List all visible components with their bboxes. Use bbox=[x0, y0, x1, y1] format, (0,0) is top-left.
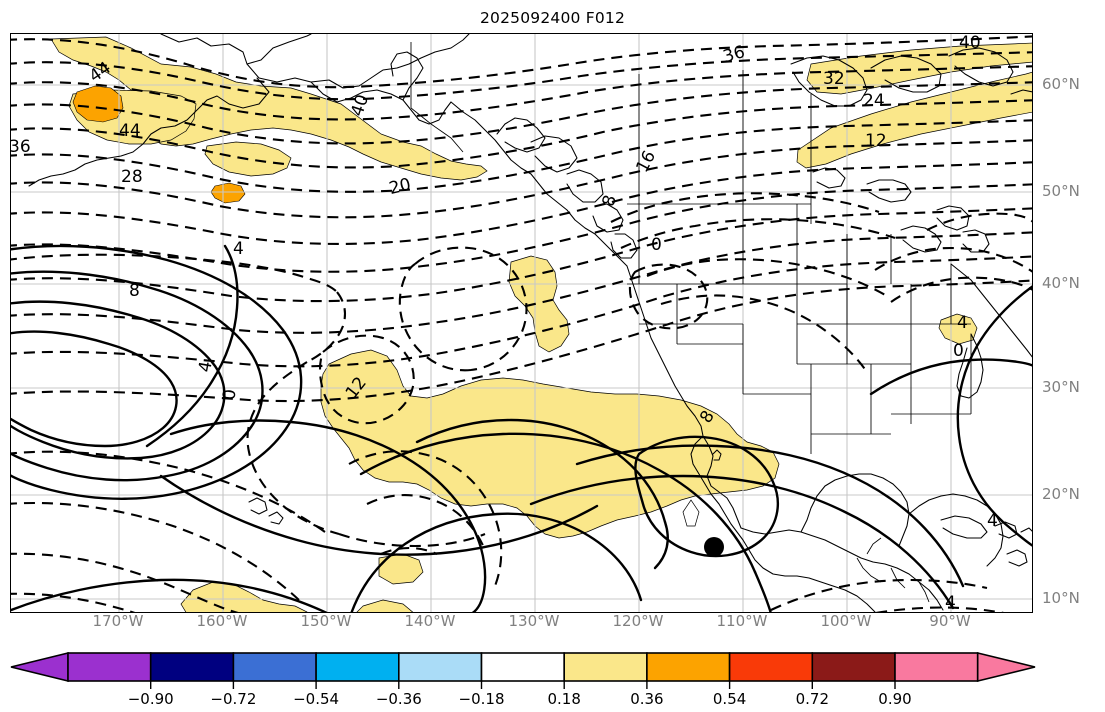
contour-label: 20 bbox=[387, 175, 413, 199]
colorbar-tick-label: −0.18 bbox=[458, 690, 505, 708]
contour-label: 8 bbox=[599, 193, 621, 209]
contour-label: 28 bbox=[121, 167, 143, 187]
colorbar[interactable]: −0.90 −0.72 −0.54 −0.36 −0.18 0.18 0.36 … bbox=[0, 645, 1105, 712]
svg-text:4: 4 bbox=[957, 313, 968, 333]
contour-label: 4 bbox=[987, 511, 998, 531]
colorbar-segment bbox=[563, 652, 648, 682]
colorbar-tick-label: 0.90 bbox=[878, 690, 912, 708]
lon-tick-label: 150°W bbox=[300, 612, 352, 630]
political-boundary-group bbox=[410, 42, 972, 603]
lon-tick-label: 140°W bbox=[404, 612, 456, 630]
lon-tick-label: 100°W bbox=[820, 612, 872, 630]
svg-text:28: 28 bbox=[121, 167, 143, 187]
contour-label: 12 bbox=[865, 131, 887, 151]
colorbar-over-extension bbox=[976, 651, 1036, 683]
colorbar-tick-label: 0.36 bbox=[630, 690, 664, 708]
lat-tick-label: 10°N bbox=[1042, 589, 1080, 607]
colorbar-segment bbox=[315, 652, 400, 682]
svg-text:4: 4 bbox=[195, 360, 217, 374]
svg-text:8: 8 bbox=[129, 281, 140, 301]
svg-text:20: 20 bbox=[387, 175, 413, 199]
coastline-group bbox=[28, 34, 1032, 612]
lat-tick-label: 20°N bbox=[1042, 485, 1080, 503]
svg-text:0: 0 bbox=[953, 341, 964, 361]
colorbar-tick-label: 0.72 bbox=[795, 690, 829, 708]
svg-text:0: 0 bbox=[651, 235, 662, 255]
colorbar-under-extension bbox=[10, 651, 69, 683]
lon-tick-label: 160°W bbox=[196, 612, 248, 630]
colorbar-tick-label: −0.72 bbox=[210, 690, 257, 708]
colorbar-tick-label: 0.18 bbox=[547, 690, 581, 708]
map-panel: 44 44 28 36 40 36 32 24 40 12 16 20 8 4 … bbox=[10, 33, 1033, 613]
lon-tick-label: 110°W bbox=[716, 612, 768, 630]
lon-tick-label: 120°W bbox=[612, 612, 664, 630]
colorbar-segments[interactable] bbox=[10, 651, 1036, 683]
contour-label: 0 bbox=[651, 235, 662, 255]
colorbar-segment bbox=[480, 652, 565, 682]
colorbar-canvas[interactable] bbox=[0, 645, 1105, 712]
colorbar-tick-label: −0.90 bbox=[127, 690, 174, 708]
svg-text:32: 32 bbox=[823, 69, 845, 89]
colorbar-segment bbox=[232, 652, 317, 682]
contour-label: 40 bbox=[959, 34, 981, 53]
contour-label: 44 bbox=[86, 58, 115, 87]
colorbar-segment bbox=[149, 652, 235, 682]
contour-dashed-group bbox=[11, 35, 1032, 612]
colorbar-segment bbox=[811, 652, 896, 682]
page-title: 2025092400 F012 bbox=[479, 9, 626, 27]
contour-label: 36 bbox=[11, 137, 31, 157]
colorbar-tick-label: 0.54 bbox=[712, 690, 747, 708]
contour-label: 44 bbox=[119, 121, 141, 141]
contour-label: 40 bbox=[347, 92, 373, 119]
colorbar-ticks bbox=[149, 681, 896, 689]
lat-tick-label: 30°N bbox=[1042, 378, 1080, 396]
colorbar-tick-label: −0.36 bbox=[375, 690, 422, 708]
contour-label: 4 bbox=[195, 360, 217, 374]
colorbar-segment bbox=[646, 652, 731, 682]
colorbar-tick-label: −0.54 bbox=[293, 690, 340, 708]
lat-tick-label: 50°N bbox=[1042, 182, 1080, 200]
colorbar-segment bbox=[67, 652, 152, 682]
colorbar-segment bbox=[728, 652, 814, 682]
shaded-core-group bbox=[72, 85, 246, 204]
contour-label: 4 bbox=[957, 313, 968, 333]
lat-tick-label: 40°N bbox=[1042, 274, 1080, 292]
lon-tick-label: 90°W bbox=[929, 612, 971, 630]
storm-marker bbox=[704, 537, 724, 557]
contour-label: 32 bbox=[823, 69, 845, 89]
contour-label: 24 bbox=[863, 91, 885, 111]
svg-text:8: 8 bbox=[599, 193, 621, 209]
contour-label: 4 bbox=[945, 593, 956, 613]
lon-tick-label: 130°W bbox=[508, 612, 560, 630]
contour-solid-group bbox=[11, 244, 1032, 612]
map-canvas: 44 44 28 36 40 36 32 24 40 12 16 20 8 4 … bbox=[11, 34, 1032, 613]
svg-text:4: 4 bbox=[987, 511, 998, 531]
svg-text:0: 0 bbox=[220, 389, 241, 401]
contour-label: 0 bbox=[220, 389, 241, 401]
contour-label: 8 bbox=[129, 281, 140, 301]
contour-label: 4 bbox=[233, 239, 244, 259]
colorbar-segment bbox=[397, 652, 483, 682]
colorbar-segment bbox=[894, 652, 979, 682]
svg-text:36: 36 bbox=[11, 137, 31, 157]
svg-text:4: 4 bbox=[945, 593, 956, 613]
svg-text:12: 12 bbox=[865, 131, 887, 151]
svg-text:40: 40 bbox=[959, 34, 981, 53]
svg-text:24: 24 bbox=[863, 91, 885, 111]
svg-text:40: 40 bbox=[347, 92, 373, 119]
lat-tick-label: 60°N bbox=[1042, 75, 1080, 93]
lon-tick-label: 170°W bbox=[92, 612, 144, 630]
svg-text:4: 4 bbox=[233, 239, 244, 259]
contour-label: 0 bbox=[953, 341, 964, 361]
svg-text:44: 44 bbox=[119, 121, 141, 141]
